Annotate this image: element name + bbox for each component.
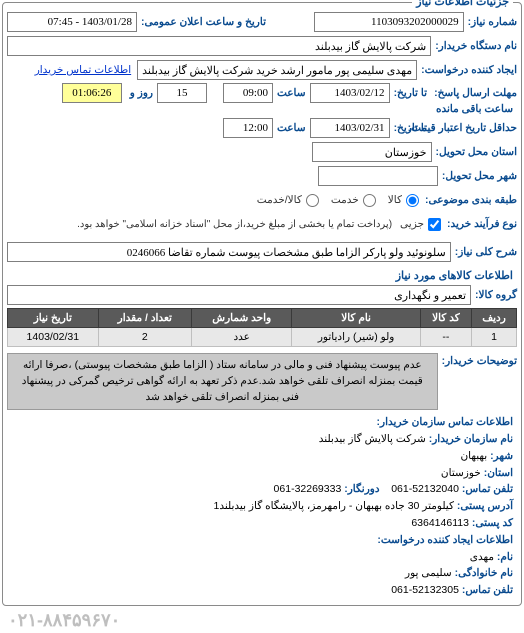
contact-city-value: بهبهان (460, 450, 487, 462)
day-label: روز و (126, 87, 153, 99)
contact-hdr1: اطلاعات تماس سازمان خریدار: (377, 416, 513, 428)
name-value: مهدی (470, 551, 494, 563)
fax-label: دورنگار: (344, 483, 379, 495)
org-value: شرکت پالایش گاز بیدبلند (319, 433, 426, 445)
cell-code: -- (420, 328, 471, 347)
saat-label-2: ساعت (273, 122, 306, 134)
key-title-input[interactable] (7, 242, 451, 262)
phone2-label: تلفن تماس: (462, 584, 513, 596)
radio-service[interactable] (363, 194, 376, 207)
phone-label: تلفن تماس: (462, 483, 513, 495)
city-input[interactable] (318, 166, 438, 186)
days-input[interactable] (157, 83, 207, 103)
key-title-label: شرح کلی نیاز: (451, 246, 517, 258)
remain-input (62, 83, 122, 103)
footer-phone: ۰۲۱-۸۸۴۵۹۶۷۰ (0, 608, 524, 633)
org-label: نام سازمان خریدار: (429, 433, 513, 445)
remain-label: ساعت باقی مانده (432, 103, 513, 115)
reply-deadline-label: مهلت ارسال پاسخ: (427, 87, 517, 99)
process-label: نوع فرآیند خرید: (443, 218, 517, 230)
province-input[interactable] (312, 142, 432, 162)
goods-info-header: اطلاعات کالاهای مورد نیاز (11, 269, 513, 282)
radio-service-label: خدمت (331, 194, 359, 206)
th-name: نام کالا (292, 309, 420, 328)
need-no-label: شماره نیاز: (464, 16, 517, 28)
announce-input[interactable] (7, 12, 137, 32)
price-until-label: تا تاریخ: (390, 122, 427, 134)
lname-value: سلیمی پور (405, 567, 452, 579)
creator-input[interactable] (137, 60, 417, 80)
process-group: جزیی (392, 218, 443, 231)
until-label: تا تاریخ: (390, 87, 427, 99)
radio-kala-service-label: کالا/خدمت (257, 194, 302, 206)
creator-label: ایجاد کننده درخواست: (417, 64, 517, 76)
goods-group-label: گروه کالا: (471, 289, 517, 301)
price-validity-label: حداقل تاریخ اعتبار قیمت: (427, 122, 517, 134)
cell-unit: عدد (191, 328, 292, 347)
postal-value: کیلومتر 30 جاده بهبهان - رامهرمز، پالایش… (213, 500, 453, 512)
contact-province-label: استان: (484, 467, 513, 479)
th-code: کد کالا (420, 309, 471, 328)
checkbox-jozi-label: جزیی (400, 218, 424, 230)
contact-block: اطلاعات تماس سازمان خریدار: نام سازمان خ… (11, 414, 513, 599)
buyer-desc: عدم پیوست پیشنهاد فنی و مالی در سامانه س… (7, 353, 438, 410)
th-row: ردیف (472, 309, 517, 328)
phone-value: 52132040-061 (391, 483, 459, 495)
contact-hdr2: اطلاعات ایجاد کننده درخواست: (377, 534, 513, 546)
phone2-value: 52132305-061 (391, 584, 459, 596)
process-note: (پرداخت تمام یا بخشی از مبلغ خرید،از محل… (77, 219, 392, 230)
announce-label: تاریخ و ساعت اعلان عمومی: (137, 16, 266, 28)
city-label: شهر محل تحویل: (438, 170, 517, 182)
checkbox-jozi[interactable] (428, 218, 441, 231)
until-date-input[interactable] (310, 83, 390, 103)
subject-type-group: کالا خدمت کالا/خدمت (249, 194, 421, 207)
postal-label: آدرس پستی: (457, 500, 513, 512)
province-label: استان محل تحویل: (432, 146, 517, 158)
time2-input[interactable] (223, 118, 273, 138)
contact-link[interactable]: اطلاعات تماس خریدار (35, 64, 131, 76)
contact-province-value: خوزستان (441, 467, 481, 479)
goods-group-input[interactable] (7, 285, 471, 305)
panel-title: جزئیات اطلاعات نیاز (412, 0, 513, 8)
price-date-input[interactable] (310, 118, 390, 138)
po-value: 6364146113 (411, 517, 469, 529)
need-no-input[interactable] (314, 12, 464, 32)
cell-name: ولو (شیر) رادیاتور (292, 328, 420, 347)
th-unit: واحد شمارش (191, 309, 292, 328)
requester-label: نام دستگاه خریدار: (431, 40, 517, 52)
goods-table: ردیف کد کالا نام کالا واحد شمارش تعداد /… (7, 308, 517, 347)
fax-value: 32269333-061 (274, 483, 342, 495)
radio-kala[interactable] (406, 194, 419, 207)
th-qty: تعداد / مقدار (98, 309, 191, 328)
buyer-desc-label: توضیحات خریدار: (438, 351, 517, 367)
need-details-panel: جزئیات اطلاعات نیاز شماره نیاز: تاریخ و … (2, 2, 522, 606)
subject-type-label: طبقه بندی موضوعی: (421, 194, 517, 206)
radio-kala-label: کالا (388, 194, 402, 206)
requester-input[interactable] (7, 36, 431, 56)
contact-city-label: شهر: (490, 450, 513, 462)
time1-input[interactable] (223, 83, 273, 103)
cell-qty: 2 (98, 328, 191, 347)
cell-date: 1403/02/31 (8, 328, 99, 347)
name-label: نام: (497, 551, 513, 563)
th-date: تاریخ نیاز (8, 309, 99, 328)
po-label: کد پستی: (472, 517, 513, 529)
table-row[interactable]: 1 -- ولو (شیر) رادیاتور عدد 2 1403/02/31 (8, 328, 517, 347)
radio-kala-service[interactable] (306, 194, 319, 207)
lname-label: نام خانوادگی: (455, 567, 513, 579)
table-header-row: ردیف کد کالا نام کالا واحد شمارش تعداد /… (8, 309, 517, 328)
saat-label-1: ساعت (273, 87, 306, 99)
cell-row: 1 (472, 328, 517, 347)
